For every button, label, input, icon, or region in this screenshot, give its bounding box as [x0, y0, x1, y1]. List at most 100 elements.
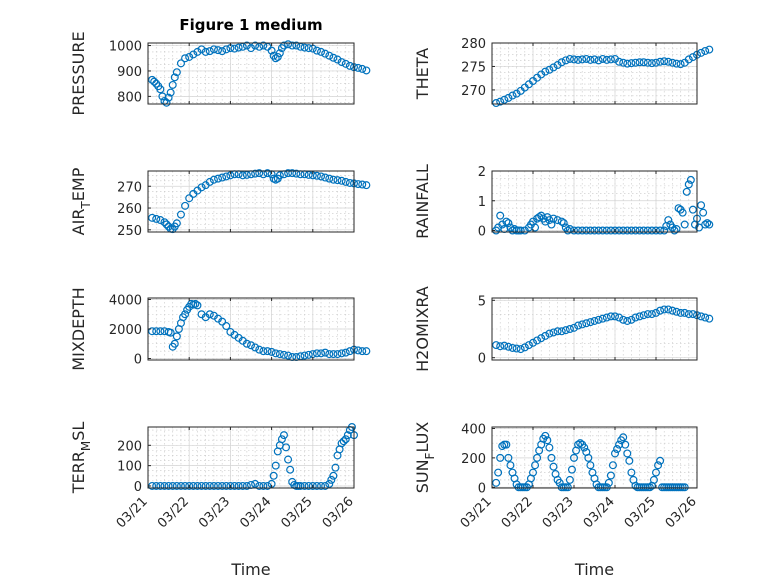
data-point	[251, 479, 260, 488]
data-point	[627, 226, 636, 235]
data-point	[580, 443, 589, 452]
data-point	[284, 169, 293, 178]
data-point	[321, 348, 330, 357]
data-point	[259, 347, 268, 356]
data-point	[251, 41, 260, 50]
data-point	[506, 461, 515, 470]
data-point	[247, 341, 256, 350]
data-point	[271, 461, 280, 470]
data-point	[317, 481, 326, 490]
data-point	[209, 175, 218, 184]
data-point	[545, 443, 554, 452]
data-point	[496, 453, 505, 462]
data-point	[528, 338, 537, 347]
data-point	[168, 481, 177, 490]
data-point	[156, 327, 165, 336]
data-point	[602, 483, 611, 492]
data-point	[329, 53, 338, 62]
data-point	[676, 308, 685, 317]
data-point	[553, 216, 562, 225]
data-point	[321, 173, 330, 182]
data-point	[701, 220, 710, 229]
data-point	[312, 481, 321, 490]
data-point	[684, 310, 693, 319]
data-point	[189, 481, 198, 490]
plot-area	[147, 170, 355, 233]
data-point	[193, 301, 202, 310]
data-point	[664, 305, 673, 314]
y-tick-label: 1000	[109, 40, 142, 55]
data-point	[668, 58, 677, 67]
data-point	[594, 315, 603, 324]
data-point	[705, 220, 714, 229]
data-point	[288, 169, 297, 178]
y-tick-label: 250	[117, 224, 142, 239]
subplot-4: 0 1 2 RAINFALL	[413, 164, 714, 240]
data-point	[594, 56, 603, 65]
data-point	[345, 347, 354, 356]
data-point	[627, 59, 636, 68]
data-point	[263, 481, 272, 490]
y-tick-label: 275	[461, 60, 486, 75]
data-point	[304, 44, 313, 53]
data-point	[563, 226, 572, 235]
data-point	[508, 226, 517, 235]
data-point	[304, 350, 313, 359]
data-point	[205, 310, 214, 319]
data-point	[156, 85, 165, 94]
data-point	[339, 437, 348, 446]
data-point	[172, 68, 181, 77]
data-point	[631, 58, 640, 67]
data-point	[170, 339, 179, 348]
data-point	[635, 312, 644, 321]
data-point	[619, 58, 628, 67]
y-tick-label: 100	[117, 460, 142, 475]
data-point	[610, 226, 619, 235]
data-point	[317, 172, 326, 181]
data-point	[606, 312, 615, 321]
data-point	[559, 219, 568, 228]
data-point	[267, 46, 276, 55]
data-point	[277, 44, 286, 53]
data-point	[686, 175, 695, 184]
data-point	[697, 201, 706, 210]
data-point	[654, 461, 663, 470]
y-tick-label: 5	[478, 294, 486, 309]
data-point	[631, 313, 640, 322]
data-point	[639, 311, 648, 320]
data-point	[170, 73, 179, 82]
data-point	[492, 341, 501, 350]
data-point	[251, 169, 260, 178]
data-point	[504, 453, 513, 462]
data-point	[214, 46, 223, 55]
data-point	[312, 46, 321, 55]
data-point	[533, 336, 542, 345]
data-point	[586, 55, 595, 64]
data-point	[300, 43, 309, 52]
data-point	[643, 58, 652, 67]
data-point	[565, 325, 574, 334]
data-point	[197, 183, 206, 192]
data-point	[660, 305, 669, 314]
data-point	[574, 440, 583, 449]
data-point	[590, 55, 599, 64]
data-point	[615, 313, 624, 322]
data-point	[705, 45, 714, 54]
data-point	[300, 351, 309, 360]
data-point	[317, 349, 326, 358]
subplot-6: 0 5 H2OMIXRA	[413, 286, 714, 372]
data-point	[329, 175, 338, 184]
data-point	[651, 58, 660, 67]
data-point	[680, 483, 689, 492]
data-point	[494, 468, 503, 477]
data-point	[496, 97, 505, 106]
data-point	[621, 440, 630, 449]
data-point	[541, 331, 550, 340]
plot-area	[147, 42, 355, 105]
y-tick-label: 4000	[109, 293, 142, 308]
data-point	[156, 481, 165, 490]
data-point	[565, 54, 574, 63]
data-point	[238, 481, 247, 490]
data-point	[610, 312, 619, 321]
